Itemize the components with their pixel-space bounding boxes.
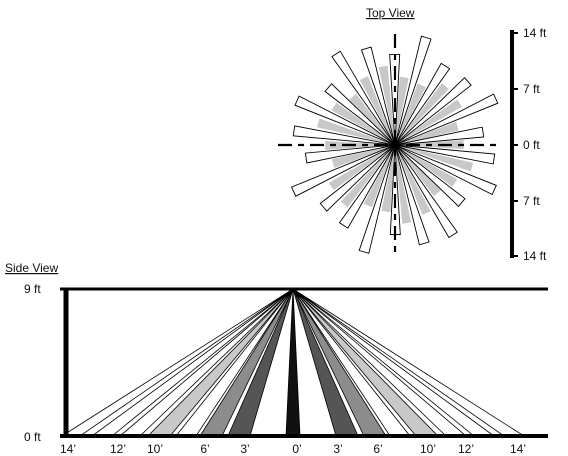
distance-label: 3’ <box>240 442 249 456</box>
inner-zone-beam <box>340 145 395 208</box>
outer-zone-beam <box>360 46 396 146</box>
outer-zone-beam <box>394 144 497 196</box>
inner-zone-beam <box>395 145 458 187</box>
top-view-title: Top View <box>366 6 415 20</box>
inner-zone-beam <box>331 102 395 145</box>
outer-zone-beam <box>394 35 432 146</box>
scale-label-0ft: 0 ft <box>523 138 540 152</box>
scale-label-7ft-bottom: 7 ft <box>523 194 540 208</box>
outer-zone-beam <box>394 77 472 146</box>
inner-zone-beam <box>395 83 426 145</box>
side-view: Side View 9 ft 0 ft 14’ 12’ 10’ 6’ 3’ 0’ 3’ 6’ 1… <box>5 261 548 456</box>
distance-label: 14’ <box>510 442 526 456</box>
distance-label: 6’ <box>200 442 209 456</box>
top-view: Top View 14 ft 7 ft 0 ft 7 ft 14 ft <box>278 6 547 263</box>
outer-zone-beam <box>394 93 499 146</box>
outer-zone-beam <box>394 144 496 165</box>
outer-zone-beam <box>331 50 396 146</box>
outer-zone-beam <box>394 144 466 207</box>
outer-zone-beam <box>292 125 396 146</box>
outer-zone-beam <box>394 144 458 239</box>
outer-zone-beam <box>290 144 396 197</box>
distance-label: 12’ <box>458 442 474 456</box>
distance-labels: 14’ 12’ 10’ 6’ 3’ 0’ 3’ 6’ 10’ 12’ 14’ <box>60 442 526 456</box>
distance-label: 0’ <box>292 442 301 456</box>
inner-zone-beam <box>395 145 441 197</box>
inner-zone-beam <box>331 145 395 168</box>
inner-zone-beam <box>395 76 409 145</box>
inner-zone-beam <box>395 145 474 172</box>
scale-label-14ft-bottom: 14 ft <box>523 249 547 263</box>
top-view-scale: 14 ft 7 ft 0 ft 7 ft 14 ft <box>510 26 547 263</box>
scale-label-7ft-top: 7 ft <box>523 82 540 96</box>
outer-zone-beam <box>294 95 396 146</box>
side-view-title: Side View <box>5 261 58 275</box>
inner-zone-beam <box>395 83 449 145</box>
outer-zone-beam <box>394 62 451 146</box>
outer-zone-beam <box>394 126 485 146</box>
inner-zone-beam <box>349 93 395 145</box>
inner-zone-beam <box>378 65 395 145</box>
top-view-axes <box>278 34 502 256</box>
top-view-fan <box>290 35 499 254</box>
inner-zone-beam <box>395 121 459 145</box>
outer-zone-beam <box>324 83 396 146</box>
outer-zone-beam <box>394 144 430 246</box>
side-view-fan <box>60 288 526 437</box>
inner-zone-beam <box>395 145 412 224</box>
inner-zone-beam <box>316 118 395 145</box>
height-label-9ft: 9 ft <box>24 282 41 296</box>
side-zone-beam <box>285 288 301 437</box>
inner-zone-beam <box>325 140 395 150</box>
outer-zone-beam <box>358 144 396 254</box>
distance-label: 12’ <box>110 442 126 456</box>
inner-zone-beam <box>359 76 395 145</box>
distance-label: 14’ <box>60 442 76 456</box>
distance-label: 10’ <box>420 442 436 456</box>
outer-zone-beam <box>319 144 396 212</box>
inner-zone-beam <box>381 145 395 213</box>
outer-zone-beam <box>338 144 396 229</box>
inner-zone-beam <box>328 145 395 191</box>
inner-zone-beam <box>363 145 395 208</box>
distance-label: 10’ <box>147 442 163 456</box>
distance-label: 6’ <box>373 442 382 456</box>
outer-zone-beam <box>304 144 396 164</box>
scale-label-14ft-top: 14 ft <box>523 26 547 40</box>
height-label-0ft: 0 ft <box>24 430 41 444</box>
inner-zone-beam <box>395 99 462 145</box>
distance-label: 3’ <box>333 442 342 456</box>
inner-zone-beam <box>395 145 431 215</box>
